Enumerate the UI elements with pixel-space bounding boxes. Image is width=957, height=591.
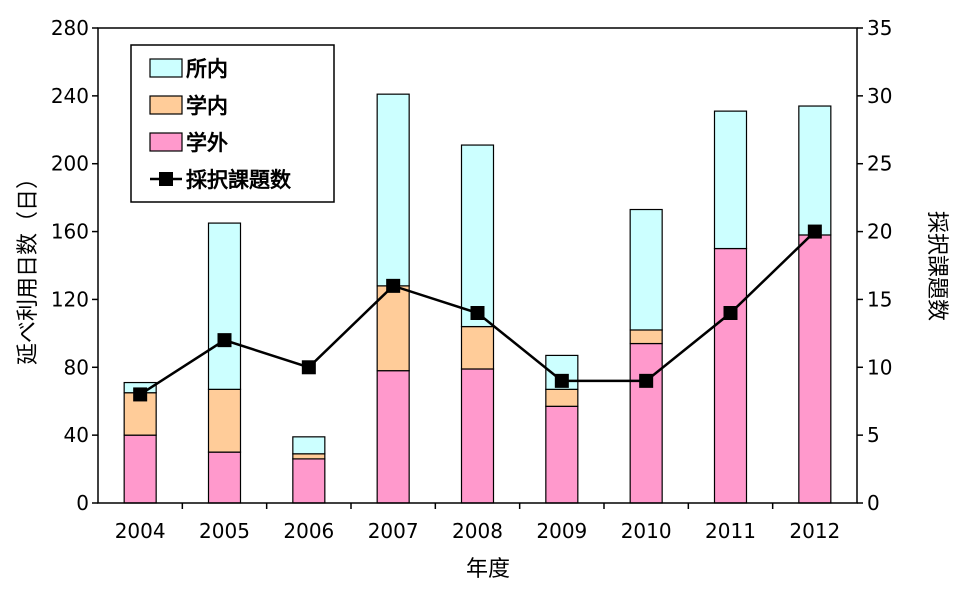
bars-layer [123,93,832,504]
legend-marker-採択課題数 [159,172,173,186]
bar-所内-2012 [798,105,832,236]
legend-label-採択課題数: 採択課題数 [186,168,292,192]
point-採択課題数-2012 [807,224,822,239]
legend-swatch-学内 [149,95,183,115]
x-tick-label-2006: 2006 [283,519,334,543]
point-採択課題数-2006 [301,360,316,375]
bar-学内-2005 [207,388,242,453]
y-tick-label-80: 80 [64,355,89,379]
bar-学外-2008 [460,368,495,504]
bar-所内-2007 [376,93,410,287]
bar-学内-2010 [629,329,663,345]
bar-所内-2011 [713,110,748,250]
y-tick-label-280: 280 [51,16,89,40]
y-tick-label-40: 40 [64,423,89,447]
y-tick-label-120: 120 [51,287,89,311]
bar-学内-2009 [545,388,579,407]
bar-所内-2008 [460,144,495,328]
x-tick-label-2008: 2008 [452,519,503,543]
bar-学外-2007 [376,370,410,504]
line-layer [133,224,822,402]
y2-axis-title: 採択課題数 [924,211,949,321]
y-axis-title: 延べ利用日数（日） [16,167,41,365]
y-tick-label-0: 0 [76,491,89,515]
y2-tick-label-0: 0 [867,491,880,515]
x-tick-label-2011: 2011 [705,519,756,543]
point-採択課題数-2005 [217,333,232,348]
bar-学外-2009 [545,405,579,504]
y-tick-label-240: 240 [51,84,89,108]
bar-所内-2005 [207,222,242,390]
point-採択課題数-2011 [723,306,738,320]
legend-label-学内: 学内 [186,94,228,118]
bar-学外-2011 [713,247,748,504]
bar-所内-2006 [292,436,326,455]
x-axis-title: 年度 [466,557,510,582]
y2-tick-label-35: 35 [867,16,892,40]
axes-layer: 0 40 80 120 160 200 240 280 0 5 10 15 20 25 30 35 2004 20… [51,16,893,543]
y2-tick-label-10: 10 [867,355,892,379]
x-tick-label-2009: 2009 [536,519,587,543]
y-tick-label-200: 200 [51,152,89,176]
legend-label-学外: 学外 [186,131,228,155]
bar-所内-2010 [629,208,663,331]
point-採択課題数-2009 [554,373,569,388]
bar-学外-2012 [798,234,832,504]
x-tick-label-2004: 2004 [115,519,166,543]
point-採択課題数-2004 [133,387,148,402]
y2-tick-label-30: 30 [867,84,892,108]
y2-tick-label-15: 15 [867,287,892,311]
bar-学外-2005 [207,451,242,504]
x-tick-label-2010: 2010 [621,519,672,543]
y2-tick-label-5: 5 [867,423,880,447]
point-採択課題数-2010 [639,373,654,388]
plot-frame [97,27,858,504]
legend-swatch-学外 [149,132,183,152]
y-tick-label-160: 160 [51,220,89,244]
point-採択課題数-2008 [470,306,485,320]
legend-label-所内: 所内 [186,57,228,81]
legend-swatch-所内 [149,58,183,78]
bar-学外-2006 [292,458,326,504]
y2-tick-label-25: 25 [867,152,892,176]
x-tick-label-2012: 2012 [789,519,840,543]
bar-学外-2004 [123,434,157,504]
bar-学内-2006 [292,453,326,460]
x-tick-label-2007: 2007 [368,519,419,543]
bar-学内-2008 [460,325,495,370]
y2-tick-label-20: 20 [867,220,892,244]
bar-学内-2007 [376,285,410,372]
bar-学外-2010 [629,342,663,504]
x-tick-label-2005: 2005 [199,519,250,543]
point-採択課題数-2007 [386,278,401,293]
